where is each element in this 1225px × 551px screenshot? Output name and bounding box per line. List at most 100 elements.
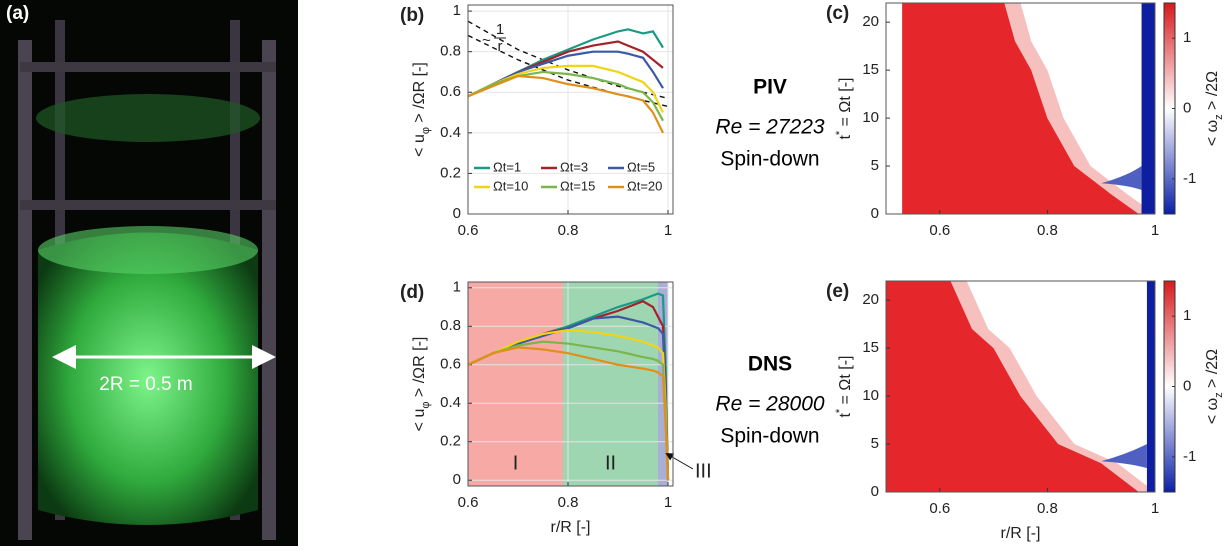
axis-label-part: z [1213, 392, 1225, 398]
legend-label: Ωt=15 [560, 178, 595, 193]
axis-label-part: t [837, 413, 854, 418]
y-tick-label: 20 [862, 13, 879, 30]
legend-label: Ωt=3 [560, 159, 588, 174]
y-tick-label: 15 [862, 339, 879, 356]
y-tick-label: 0 [453, 205, 461, 222]
field-negative [1101, 166, 1142, 191]
y-tick-label: 5 [871, 435, 879, 452]
y-tick-label: 1 [453, 279, 461, 296]
axis-label-part: z [1213, 114, 1225, 120]
y-tick-label: 0.2 [440, 164, 461, 181]
x-tick-label: 0.8 [558, 494, 579, 511]
axis-label-part: = Ωt [-] [837, 77, 854, 130]
cylinder [38, 232, 258, 525]
field-negative [1101, 444, 1147, 469]
x-tick-label: 1 [1151, 222, 1159, 239]
x-tick-label: 1 [664, 494, 672, 511]
annotation: 1 [496, 21, 504, 38]
plot-area [468, 5, 673, 214]
panel-label: (d) [400, 282, 424, 303]
field-negative [1146, 281, 1155, 492]
side-text: PIV Re = 27223 Spin-down DNS Re = 28000 … [715, 76, 824, 448]
axis-label: t* = Ωt [-] [834, 355, 854, 417]
axis-label: < ωz > /2Ω [1204, 71, 1225, 146]
photo: 2R = 0.5 m (a) [0, 0, 298, 546]
frame-post [18, 40, 32, 540]
frame-post [262, 40, 276, 540]
pointer [665, 453, 694, 470]
reynolds: Re = 28000 [715, 393, 824, 416]
legend-label: Ωt=1 [493, 159, 521, 174]
x-axis-label: r/R [-] [1001, 525, 1041, 542]
guide-line [467, 34, 669, 108]
axis-label-part: > /2Ω [1204, 349, 1221, 393]
colorbar-tick-label: -1 [1183, 448, 1196, 465]
panel-label: (a) [6, 3, 29, 24]
series-line [467, 340, 670, 481]
x-tick-label: 0.8 [1037, 500, 1058, 517]
y-tick-label: 0.8 [440, 43, 461, 60]
legend-label: Ωt=5 [627, 159, 655, 174]
y-tick-label: 0.4 [440, 394, 461, 411]
method: PIV [753, 76, 787, 99]
colorbar-tick-label: 1 [1183, 307, 1191, 324]
y-tick-label: 0 [871, 205, 879, 222]
x-tick-label: 0.8 [558, 222, 579, 239]
axis-label: t* = Ωt [-] [834, 77, 854, 139]
panel-label: (e) [826, 281, 849, 302]
case: Spin-down [720, 425, 819, 448]
series-line [467, 329, 670, 481]
axis-label: < ωz > /2Ω [1204, 349, 1225, 424]
axis-label-part: < ω [1204, 120, 1221, 146]
y-tick-label: 5 [871, 157, 879, 174]
panel-label: (c) [826, 3, 849, 24]
annotation: ~ [482, 32, 491, 49]
axis-label-part: > /2Ω [1204, 71, 1221, 115]
series-line [467, 74, 664, 134]
axis-label-part: > /ΩR [-] [411, 337, 428, 402]
colorbar-tick-label: -1 [1183, 170, 1196, 187]
y-tick-label: 0.2 [440, 433, 461, 450]
y-tick-label: 10 [862, 387, 879, 404]
axis-label-part: < u [411, 134, 428, 157]
y-tick-label: 0.8 [440, 317, 461, 334]
y-tick-label: 0.4 [440, 124, 461, 141]
plot-frame [467, 4, 674, 215]
region [563, 282, 658, 486]
field-positive [902, 3, 1139, 214]
axis-label: < uφ > /ΩR [-] [411, 62, 432, 157]
axis-label-part: t [837, 135, 854, 140]
x-tick-label: 1 [664, 222, 672, 239]
y-tick-label: 0.6 [440, 356, 461, 373]
x-tick-label: 0.6 [458, 222, 479, 239]
panel-label: (b) [400, 5, 424, 26]
axis-label-part: * [834, 408, 846, 413]
lid [36, 94, 260, 142]
chart: 0.6 0.8 100.20.40.60.81(d)r/R [-]I II III [400, 279, 712, 536]
axis-label-part: * [834, 130, 846, 135]
field-negative [1141, 3, 1155, 214]
region-label: III [695, 460, 712, 482]
y-tick-label: 1 [453, 2, 461, 19]
x-axis-label: r/R [-] [551, 519, 591, 536]
y-tick-label: 0 [871, 483, 879, 500]
plot-frame [467, 281, 674, 487]
series-line [467, 346, 670, 481]
case: Spin-down [720, 148, 819, 171]
axis-label-part: = Ωt [-] [837, 355, 854, 408]
series-line [467, 64, 664, 114]
axis-label-part: φ [420, 402, 432, 409]
colorbar-tick-label: 1 [1183, 29, 1191, 46]
axis-label-part: > /ΩR [-] [411, 62, 428, 127]
region-label: I [513, 452, 519, 474]
x-tick-label: 0.8 [1037, 222, 1058, 239]
legend-label: Ωt=20 [627, 178, 662, 193]
frame-bar [20, 200, 276, 210]
annotation: r [498, 38, 503, 55]
series-line [467, 50, 664, 98]
x-tick-label: 0.6 [929, 222, 950, 239]
plot-frame [885, 2, 1156, 215]
